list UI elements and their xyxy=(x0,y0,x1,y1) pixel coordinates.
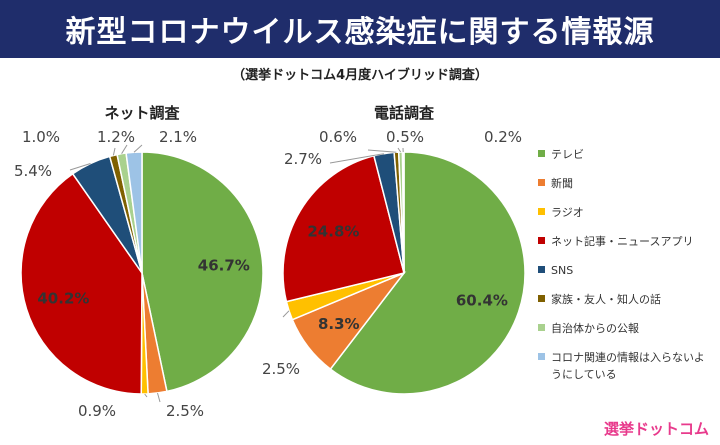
leader-line xyxy=(367,149,397,153)
legend-item: ラジオ xyxy=(538,204,713,221)
data-label: 0.6% xyxy=(319,128,357,146)
pie-title: ネット調査 xyxy=(104,104,180,122)
legend-label: 家族・友人・知人の話 xyxy=(551,293,661,306)
legend-label: 自治体からの公報 xyxy=(551,322,639,335)
pie-slice xyxy=(141,151,264,393)
legend-swatch xyxy=(538,179,545,186)
data-label: 46.7% xyxy=(198,257,250,275)
data-label: 1.2% xyxy=(97,128,135,146)
pie-slice xyxy=(401,151,405,274)
legend-label: テレビ xyxy=(551,148,584,161)
pie-title: 電話調査 xyxy=(374,104,435,122)
data-label: 40.2% xyxy=(37,289,89,307)
legend-swatch xyxy=(538,266,545,273)
data-label: 2.1% xyxy=(159,128,197,146)
pie-slice xyxy=(20,172,143,395)
data-label: 0.5% xyxy=(386,128,424,146)
legend-label: SNS xyxy=(551,264,574,277)
pie-slice xyxy=(282,154,405,303)
data-label: 24.8% xyxy=(307,223,359,241)
data-label: 5.4% xyxy=(14,162,52,180)
data-label: 2.5% xyxy=(262,360,300,378)
data-label: 1.0% xyxy=(22,128,60,146)
chart-title-banner: 新型コロナウイルス感染症に関する情報源 xyxy=(0,0,720,58)
leader-line xyxy=(282,310,290,318)
leader-line xyxy=(397,147,402,153)
data-label: 8.3% xyxy=(318,315,360,333)
legend-item: ネット記事・ニュースアプリ xyxy=(538,233,713,250)
legend-label: ラジオ xyxy=(551,206,584,219)
legend-swatch xyxy=(538,237,545,244)
legend-item: コロナ関連の情報は入らないようにしている xyxy=(538,349,713,383)
data-label: 0.9% xyxy=(78,402,116,420)
legend-label: 新聞 xyxy=(551,177,573,190)
leader-line xyxy=(157,392,161,403)
legend-item: 自治体からの公報 xyxy=(538,320,713,337)
legend-swatch xyxy=(538,353,545,360)
legend-item: 新聞 xyxy=(538,175,713,192)
legend-label: コロナ関連の情報は入らないようにしている xyxy=(551,351,705,381)
chart-title: 新型コロナウイルス感染症に関する情報源 xyxy=(65,15,655,50)
legend-swatch xyxy=(538,295,545,302)
leader-line xyxy=(133,144,143,153)
data-label: 2.5% xyxy=(166,402,204,420)
data-label: 2.7% xyxy=(284,150,322,168)
chart-subtitle: （選挙ドットコム4月度ハイブリッド調査） xyxy=(232,68,488,83)
leader-line xyxy=(112,147,116,156)
leader-line xyxy=(144,393,148,398)
leader-line xyxy=(329,153,384,164)
pie-slice xyxy=(329,151,526,395)
data-label: 60.4% xyxy=(456,291,508,309)
data-label: 0.2% xyxy=(484,128,522,146)
legend-swatch xyxy=(538,150,545,157)
legend-item: 家族・友人・知人の話 xyxy=(538,291,713,308)
leader-line xyxy=(69,163,91,171)
leader-line xyxy=(121,144,128,154)
legend-label: ネット記事・ニュースアプリ xyxy=(551,235,694,248)
legend-swatch xyxy=(538,208,545,215)
legend-item: SNS xyxy=(538,262,713,279)
legend-swatch xyxy=(538,324,545,331)
site-logo: 選挙ドットコム xyxy=(604,420,710,438)
legend-item: テレビ xyxy=(538,146,713,163)
